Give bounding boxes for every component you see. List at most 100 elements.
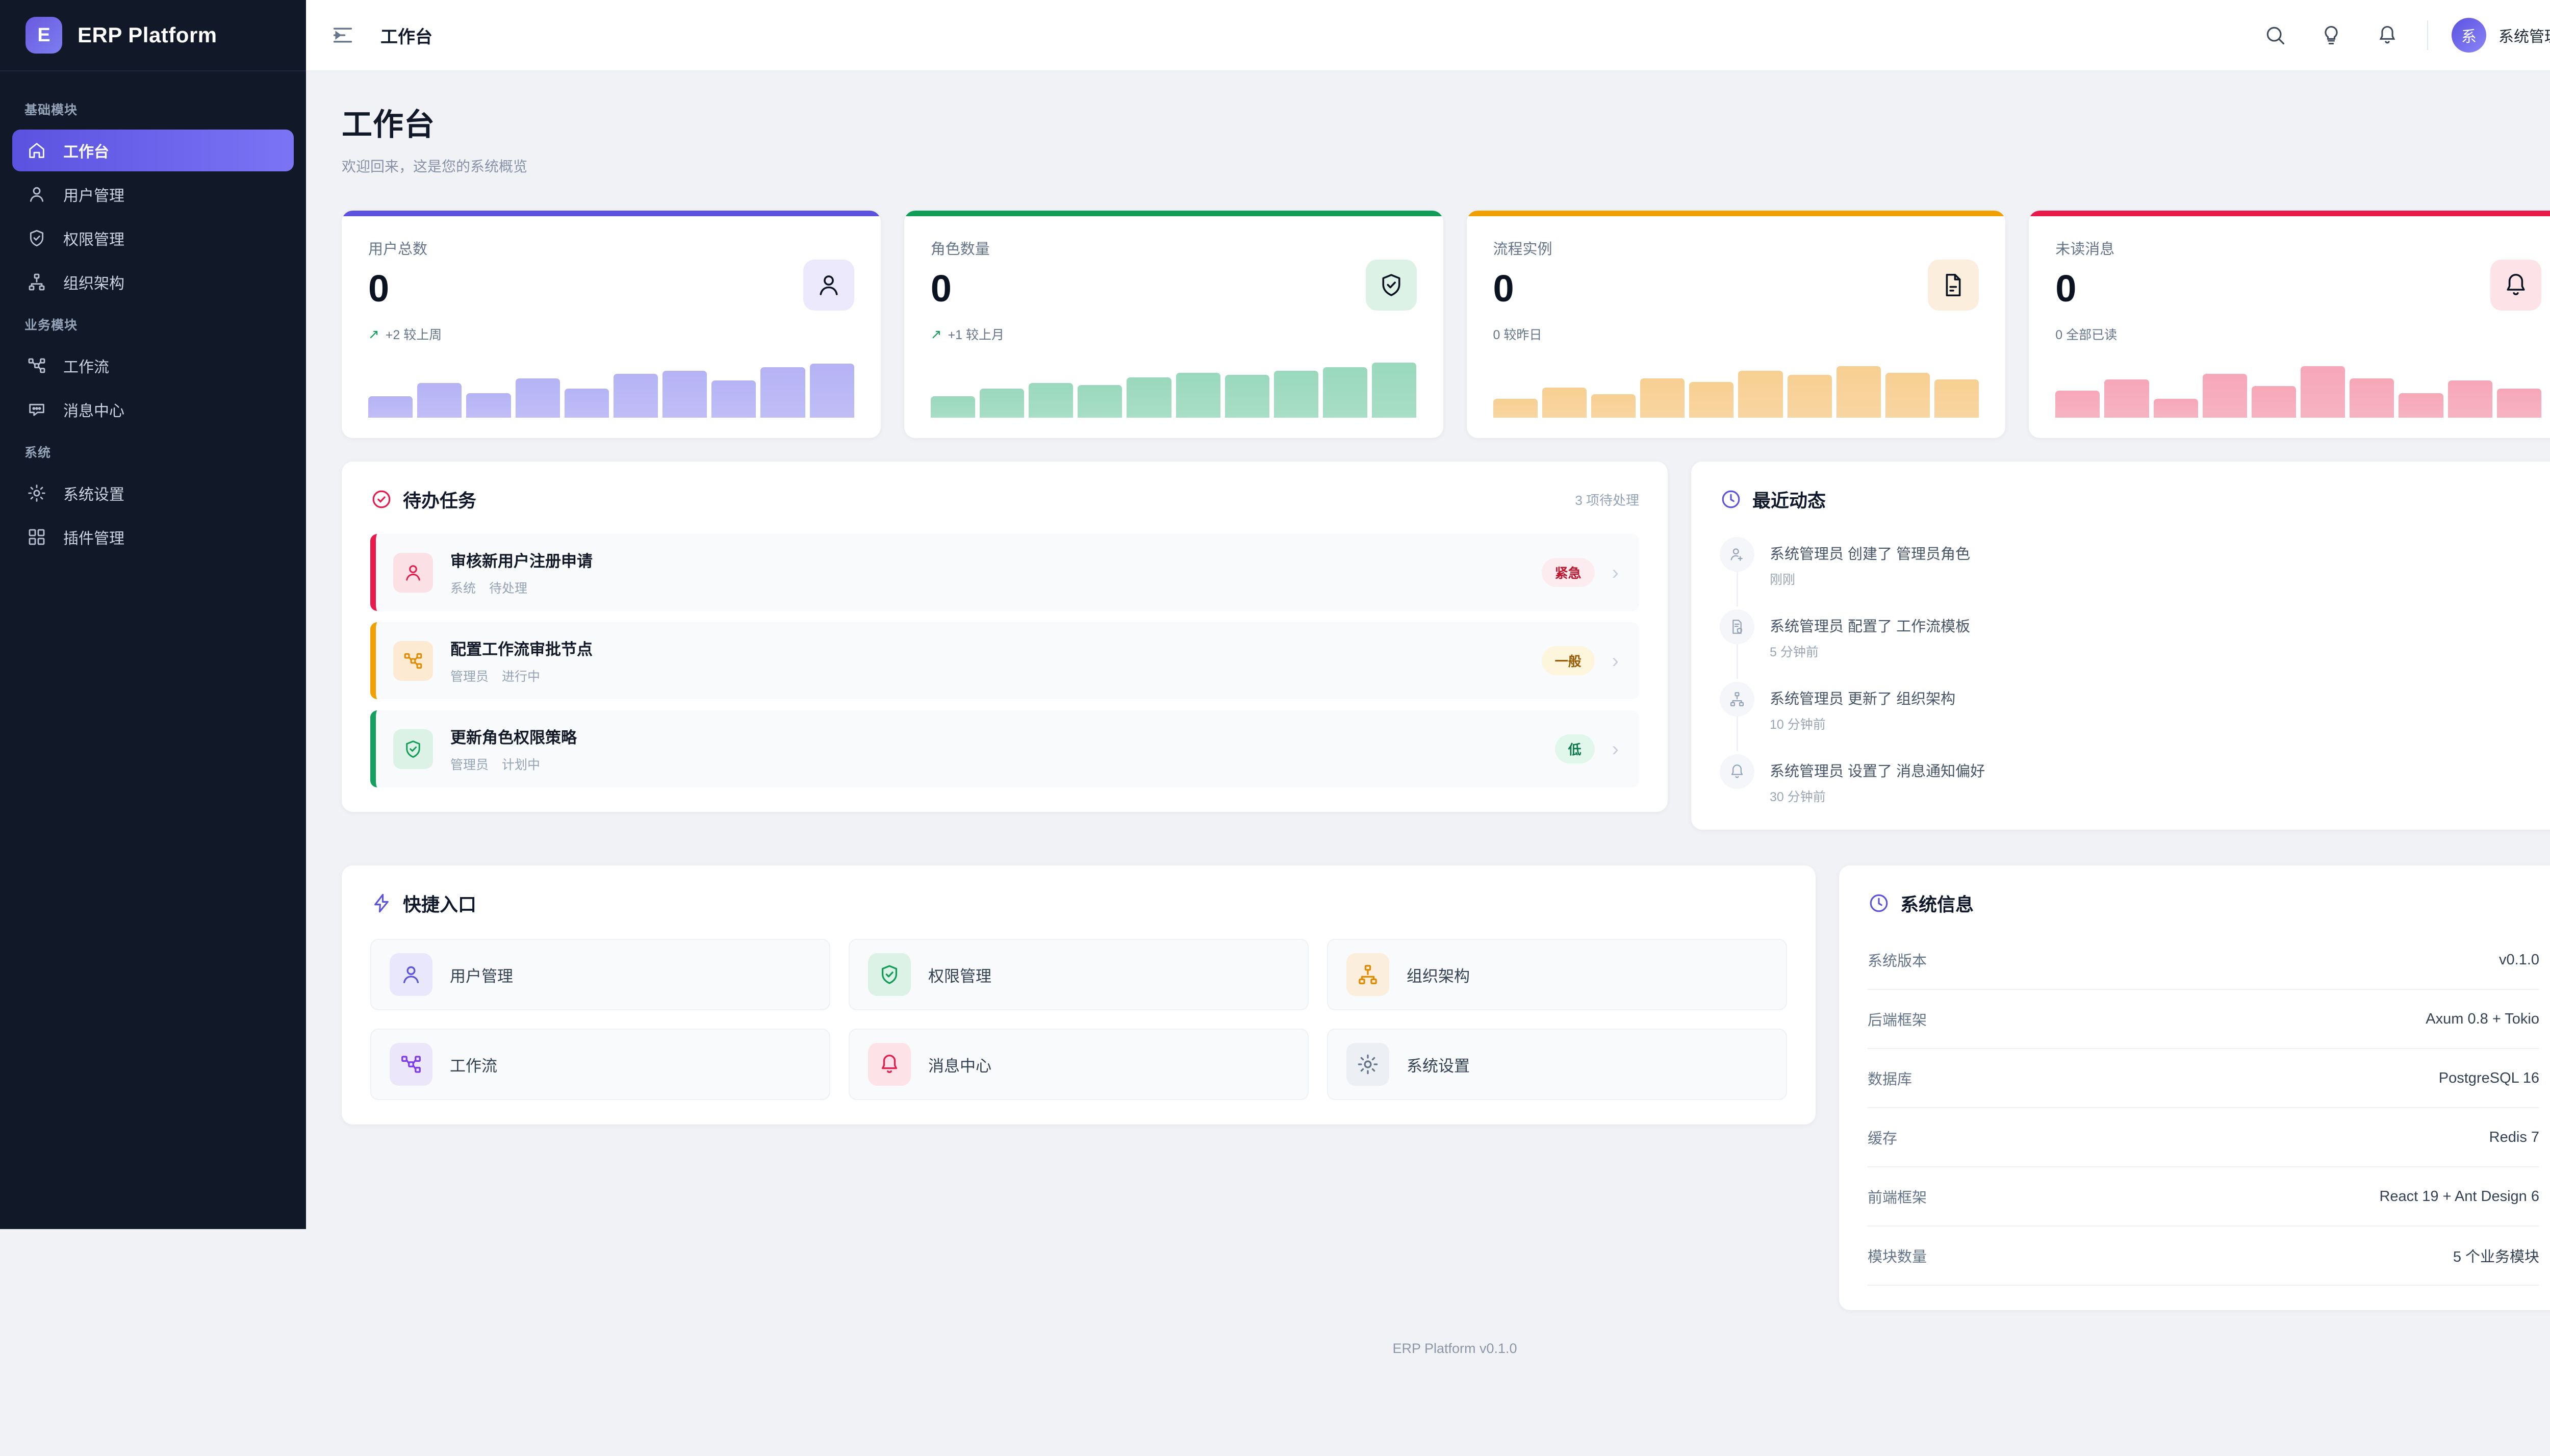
chevron-right-icon[interactable]: › [1612,737,1619,760]
spark-bar [1372,363,1417,418]
menu-fold-icon[interactable] [326,19,359,52]
task-priority-badge: 一般 [1541,646,1595,675]
task-meta: 系统 待处理 [450,578,593,597]
task-item[interactable]: 配置工作流审批节点 管理员 进行中 一般 › [370,622,1639,699]
spark-bar [466,393,511,418]
check-circle-icon [370,488,393,510]
quick-access-item[interactable]: 消息中心 [849,1029,1309,1100]
file-icon [1928,260,1979,311]
sidebar-item-插件管理[interactable]: 插件管理 [12,516,294,558]
quick-access-title: 快捷入口 [403,894,477,915]
sidebar-item-工作台[interactable]: 工作台 [12,130,294,171]
sidebar-item-label: 系统设置 [63,487,124,503]
task-item[interactable]: 审核新用户注册申请 系统 待处理 紧急 › [370,534,1639,611]
spark-bar [2350,378,2394,418]
stat-card[interactable]: 流程实例 0 0 较昨日 [1466,211,2006,438]
topbar-divider [2427,20,2428,50]
task-item[interactable]: 更新角色权限策略 管理员 计划中 低 › [370,710,1639,787]
bell-icon[interactable] [2371,19,2404,52]
sidebar-item-消息中心[interactable]: 消息中心 [12,389,294,430]
activity-item: 系统管理员 更新了 组织架构 10 分钟前 [1720,682,2539,754]
user-name: 系统管理员 [2498,29,2550,45]
system-info-row: 缓存 Redis 7 [1868,1108,2539,1167]
system-info-key: 缓存 [1868,1131,1898,1147]
activity-panel: 最近动态 系统管理员 创建了 管理员角色 刚刚 系统管理员 配置了 工作流模板 5 分… [1691,462,2550,830]
task-owner: 管理员 [450,758,489,772]
bell-icon [1720,754,1754,789]
org-tree-icon [1346,953,1389,996]
sidebar-item-权限管理[interactable]: 权限管理 [12,217,294,259]
system-info-key: 后端框架 [1868,1012,1927,1029]
quick-access-item[interactable]: 用户管理 [370,939,830,1010]
timeline-connector [1737,572,1738,606]
stat-value: 0 [2055,267,2077,310]
system-info-list: 系统版本 v0.1.0 后端框架 Axum 0.8 + Tokio 数据库 Postgre… [1868,931,2539,1286]
stat-sparkline [1493,362,1979,418]
chevron-right-icon[interactable]: › [1612,561,1619,584]
task-list: 审核新用户注册申请 系统 待处理 紧急 › 配置工作流审批节点 管理员 进行中 一般 › 更新角色权… [370,534,1639,787]
spark-bar [368,396,413,418]
activity-time: 刚刚 [1770,573,1796,587]
todo-panel: 待办任务 3 项待处理 审核新用户注册申请 系统 待处理 紧急 › 配置工作流审批节点 管理… [342,462,1668,812]
system-info-value: 5 个业务模块 [2453,1249,2539,1265]
stat-label: 流程实例 [1493,241,1552,258]
system-info-key: 前端框架 [1868,1190,1927,1206]
spark-bar [1542,387,1587,418]
timeline-connector [1737,717,1738,751]
system-info-row: 数据库 PostgreSQL 16 [1868,1049,2539,1108]
stat-sparkline [930,362,1417,418]
brand[interactable]: E ERP Platform [0,0,306,71]
system-info-title: 系统信息 [1900,894,1974,915]
sidebar-group-title: 业务模块 [24,318,78,333]
search-icon[interactable] [2259,19,2291,52]
user-menu[interactable]: 系 系统管理员 [2452,18,2550,53]
sidebar-item-系统设置[interactable]: 系统设置 [12,472,294,514]
spark-bar [1591,394,1636,418]
stat-card[interactable]: 未读消息 0 0 全部已读 [2029,211,2550,438]
stat-card[interactable]: 角色数量 0 ↗ +1 较上月 [904,211,1443,438]
sidebar-item-组织架构[interactable]: 组织架构 [12,261,294,303]
bulb-icon[interactable] [2315,19,2348,52]
quick-access-label: 用户管理 [450,967,513,985]
spark-bar [711,380,756,418]
gear-icon [26,482,48,504]
page-content: 工作台 欢迎回来，这是您的系统概览 用户总数 0 ↗ +2 较上周 角色数量 0 ↗ +1 较… [306,71,2550,1384]
quick-access-item[interactable]: 组织架构 [1327,939,1787,1010]
activity-item: 系统管理员 创建了 管理员角色 刚刚 [1720,537,2539,609]
timeline-connector [1737,644,1738,679]
org-tree-icon [1720,682,1754,717]
quick-access-item[interactable]: 权限管理 [849,939,1309,1010]
spark-bar [2301,366,2345,418]
spark-bar [1493,398,1538,418]
task-title: 审核新用户注册申请 [450,552,593,570]
spark-bar [1738,370,1783,418]
workflow-icon [393,641,433,681]
activity-timeline: 系统管理员 创建了 管理员角色 刚刚 系统管理员 配置了 工作流模板 5 分钟前 系统管… [1720,537,2539,805]
quick-access-item[interactable]: 系统设置 [1327,1029,1787,1100]
task-status: 待处理 [489,581,528,596]
org-tree-icon [26,271,48,293]
system-info-value: React 19 + Ant Design 6 [2379,1188,2539,1205]
doc-shield-icon [1720,609,1754,644]
spark-bar [1225,375,1269,418]
system-info-value: PostgreSQL 16 [2438,1069,2539,1086]
spark-bar [979,388,1025,418]
stat-card[interactable]: 用户总数 0 ↗ +2 较上周 [342,211,881,438]
stat-trend: 0 较昨日 [1493,325,1979,343]
activity-time: 5 分钟前 [1770,645,1819,659]
clock-icon [1868,892,1890,914]
stat-sparkline [2055,362,2541,418]
chevron-right-icon[interactable]: › [1612,649,1619,672]
sidebar-item-label: 插件管理 [63,530,124,547]
grid-icon [26,526,48,548]
task-priority-badge: 紧急 [1541,558,1595,587]
quick-access-label: 工作流 [450,1057,497,1075]
spark-bar [1640,378,1685,418]
quick-access-item[interactable]: 工作流 [370,1029,830,1100]
shield-check-icon [1365,260,1417,311]
spark-bar [1323,367,1368,418]
sidebar-item-工作流[interactable]: 工作流 [12,345,294,387]
activity-time: 30 分钟前 [1770,790,1826,804]
sidebar-item-用户管理[interactable]: 用户管理 [12,173,294,215]
sidebar-item-label: 用户管理 [63,188,124,205]
